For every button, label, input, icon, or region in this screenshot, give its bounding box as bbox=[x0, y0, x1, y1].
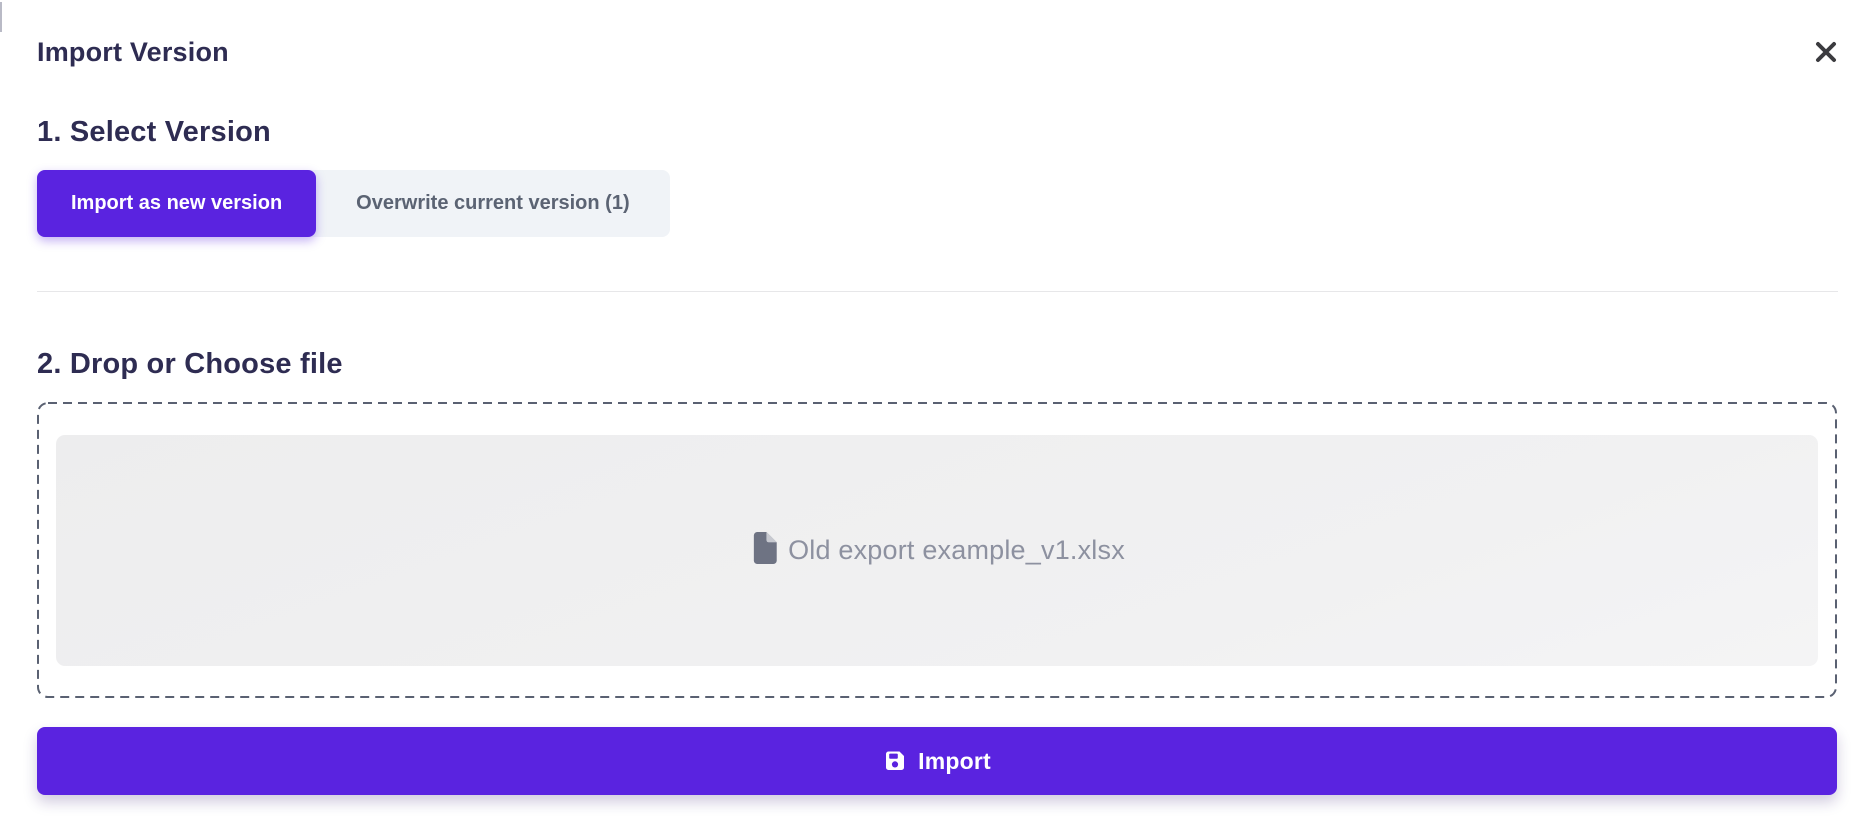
modal-title: Import Version bbox=[37, 36, 229, 67]
save-icon bbox=[883, 749, 907, 773]
modal-header: Import Version bbox=[37, 0, 1838, 70]
choose-file-heading: 2. Drop or Choose file bbox=[37, 348, 343, 380]
selected-file-panel[interactable]: Old export example_v1.xlsx bbox=[56, 435, 1818, 666]
import-button-label: Import bbox=[918, 747, 991, 774]
selected-file-row: Old export example_v1.xlsx bbox=[749, 532, 1125, 569]
close-button[interactable] bbox=[1808, 34, 1844, 70]
close-icon bbox=[1813, 39, 1839, 65]
screenshot-edge-artifact bbox=[0, 2, 2, 32]
version-mode-segmented-control: Import as new version Overwrite current … bbox=[37, 170, 670, 237]
section-divider bbox=[37, 291, 1838, 292]
selected-file-name: Old export example_v1.xlsx bbox=[788, 535, 1125, 565]
tab-import-as-new-version[interactable]: Import as new version bbox=[37, 170, 317, 237]
file-dropzone[interactable]: Old export example_v1.xlsx bbox=[37, 402, 1837, 698]
import-button[interactable]: Import bbox=[37, 727, 1837, 795]
select-version-heading: 1. Select Version bbox=[37, 116, 271, 148]
document-file-icon bbox=[749, 532, 777, 569]
tab-overwrite-current-version[interactable]: Overwrite current version (1) bbox=[316, 170, 669, 237]
